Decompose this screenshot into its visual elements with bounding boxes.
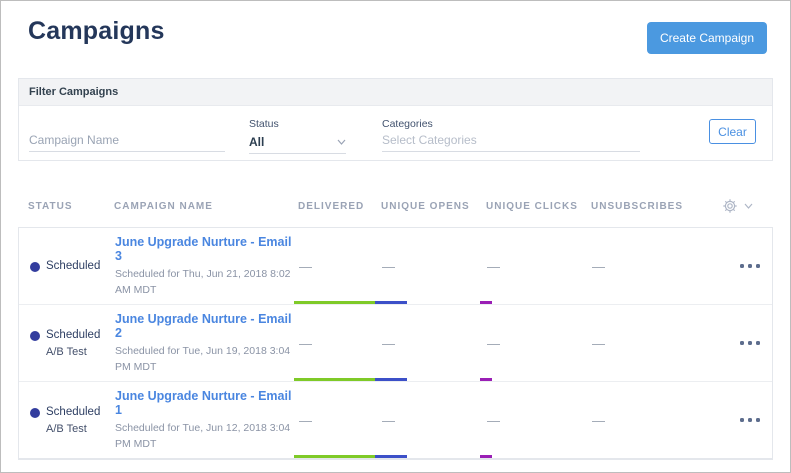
delivered-bar [294,455,375,458]
row-name-cell: June Upgrade Nurture - Email 1 Scheduled… [115,389,299,452]
column-header-campaign-name: CAMPAIGN NAME [114,200,213,212]
unsubscribes-value: — [592,335,605,351]
row-status-cell: Scheduled A/B Test [29,406,115,435]
chevron-down-icon [744,203,753,209]
filter-panel-title: Filter Campaigns [19,79,772,106]
campaign-schedule-text: Scheduled for Tue, Jun 19, 2018 3:04 PM … [115,344,291,373]
unique-opens-bar [375,455,407,458]
delivered-value: — [299,335,312,351]
status-dot [30,407,40,418]
filter-body: Status All Categories Clear [19,106,772,160]
campaign-name-input[interactable] [29,130,225,152]
gear-icon [723,199,737,213]
unique-clicks-value: — [487,412,500,428]
status-label: Scheduled [46,328,101,341]
page-title: Campaigns [28,17,165,45]
delivered-bar [294,378,375,381]
table-row: Scheduled A/B Test June Upgrade Nurture … [19,382,772,459]
table-row: Scheduled June Upgrade Nurture - Email 3… [19,228,772,305]
row-actions-menu-button[interactable] [734,258,772,274]
campaign-schedule-text: Scheduled for Thu, Jun 21, 2018 8:02 AM … [115,267,291,296]
column-header-unique-clicks: UNIQUE CLICKS [486,200,578,212]
column-header-unsubscribes: UNSUBSCRIBES [591,200,684,212]
create-campaign-button[interactable]: Create Campaign [647,22,767,54]
row-actions-menu-button[interactable] [734,412,772,428]
status-label: Status [249,118,279,130]
row-name-cell: June Upgrade Nurture - Email 2 Scheduled… [115,312,299,375]
status-label: Scheduled [46,405,101,418]
status-dot [30,262,40,272]
chevron-down-icon [337,139,346,145]
campaign-schedule-text: Scheduled for Tue, Jun 12, 2018 3:04 PM … [115,421,291,450]
campaign-name-link[interactable]: June Upgrade Nurture - Email 1 [115,388,292,417]
unique-opens-value: — [382,335,395,351]
status-selected-value: All [249,135,265,149]
unique-clicks-bar [480,378,492,381]
column-header-delivered: DELIVERED [298,200,365,212]
unsubscribes-value: — [592,258,605,274]
unique-clicks-value: — [487,335,500,351]
status-label: Scheduled [46,260,101,272]
column-header-status: STATUS [28,200,73,212]
categories-filter-group: Categories [382,118,640,152]
unique-clicks-value: — [487,258,500,274]
campaigns-table: Scheduled June Upgrade Nurture - Email 3… [18,227,773,460]
status-dot [30,330,40,341]
row-status-cell: Scheduled A/B Test [29,329,115,358]
delivered-bar [294,301,375,304]
row-status-cell: Scheduled [29,260,115,272]
unsubscribes-value: — [592,412,605,428]
delivered-value: — [299,258,312,274]
campaign-name-link[interactable]: June Upgrade Nurture - Email 2 [115,311,292,340]
categories-input[interactable] [382,130,640,152]
unique-opens-bar [375,378,407,381]
campaign-name-link[interactable]: June Upgrade Nurture - Email 3 [115,234,292,263]
delivered-value: — [299,412,312,428]
unique-opens-value: — [382,258,395,274]
unique-clicks-bar [480,455,492,458]
status-select[interactable]: All [249,133,346,154]
row-actions-menu-button[interactable] [734,335,772,351]
filter-panel: Filter Campaigns Status All Categories C… [18,78,773,161]
table-header: STATUS CAMPAIGN NAME DELIVERED UNIQUE OP… [18,191,773,221]
column-header-unique-opens: UNIQUE OPENS [381,200,470,212]
table-row: Scheduled A/B Test June Upgrade Nurture … [19,305,772,382]
unique-clicks-bar [480,301,492,304]
unique-opens-bar [375,301,407,304]
row-name-cell: June Upgrade Nurture - Email 3 Scheduled… [115,235,299,298]
status-sublabel: A/B Test [46,422,87,435]
table-settings-button[interactable] [722,198,773,214]
categories-label: Categories [382,118,433,130]
status-filter-group: Status All [249,118,346,154]
clear-filters-button[interactable]: Clear [709,119,756,144]
unique-opens-value: — [382,412,395,428]
status-sublabel: A/B Test [46,345,87,358]
